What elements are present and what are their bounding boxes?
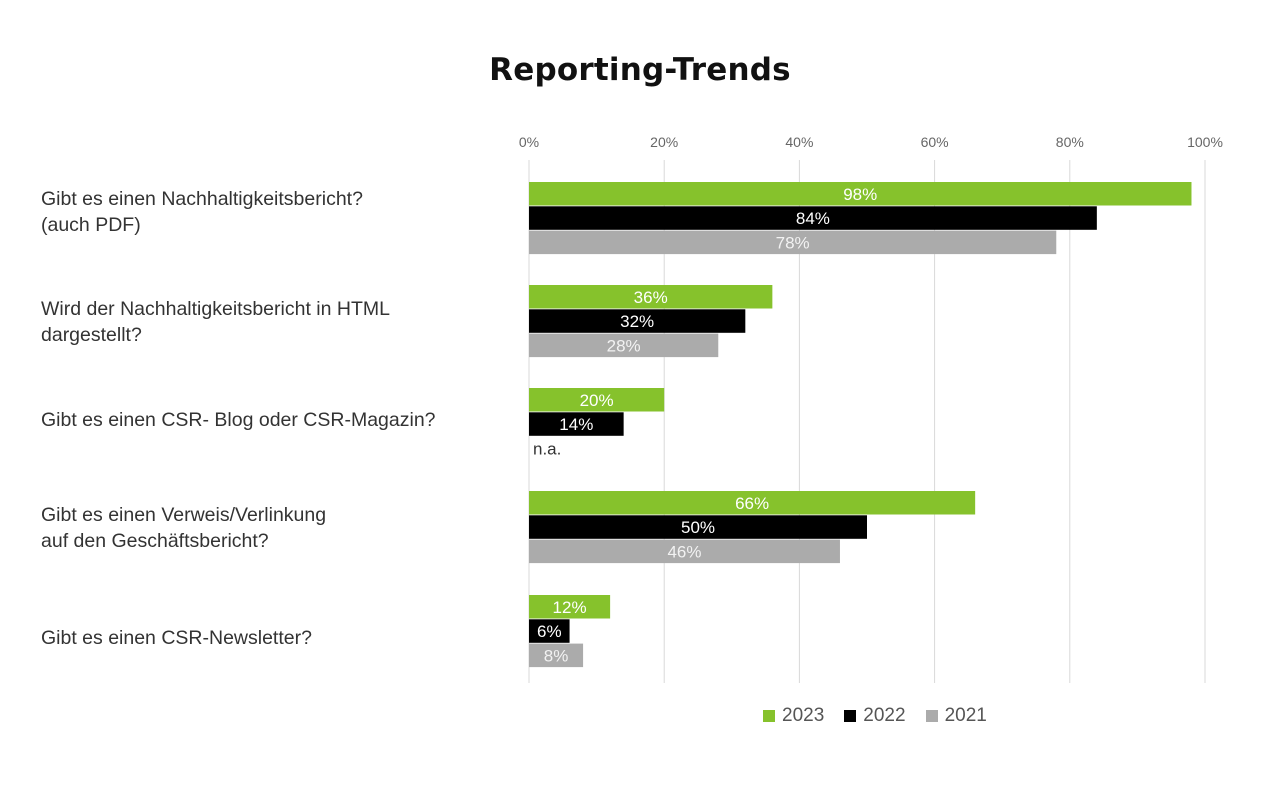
- value-label-2023-2: 36%: [634, 288, 668, 307]
- value-label-2021-2: 28%: [607, 336, 641, 355]
- category-label-4: Gibt es einen Verweis/Verlinkung auf den…: [41, 504, 327, 552]
- chart-title: Reporting-Trends: [489, 52, 791, 88]
- bar-2023-4: [529, 491, 976, 515]
- bar-2023-1: [529, 182, 1192, 206]
- bar-2022-2: [529, 309, 746, 333]
- legend-label-2021: 2021: [944, 705, 987, 726]
- value-label-2023-3: 20%: [580, 391, 614, 410]
- category-label-1: Gibt es einen Nachhaltigkeitsbericht? (a…: [41, 188, 363, 236]
- legend-label-2023: 2023: [782, 705, 825, 726]
- value-label-2021-4: 46%: [667, 542, 701, 561]
- bar-2023-5: [529, 595, 611, 619]
- x-tick-label-1: 20%: [650, 134, 678, 150]
- bar-2022-4: [529, 515, 867, 539]
- bar-2021-4: [529, 539, 840, 564]
- x-tick-label-3: 60%: [921, 134, 949, 150]
- bar-2021-1: [529, 230, 1057, 255]
- value-label-2021-1: 78%: [776, 233, 810, 252]
- legend-label-2022: 2022: [863, 705, 906, 726]
- legend-item-2021: 2021: [925, 705, 987, 727]
- bar-2021-2: [529, 333, 719, 358]
- value-label-2022-4: 50%: [681, 518, 715, 537]
- value-label-2022-1: 84%: [796, 209, 830, 228]
- bar-2023-3: [529, 388, 665, 412]
- legend: 2023 2022 2021: [763, 705, 1007, 727]
- bar-2022-5: [529, 619, 570, 643]
- value-label-2023-4: 66%: [735, 494, 769, 513]
- legend-swatch-2023: [763, 710, 775, 722]
- category-label-2: Wird der Nachhaltigkeitsbericht in HTML …: [41, 298, 390, 346]
- x-tick-label-4: 80%: [1056, 134, 1084, 150]
- legend-item-2023: 2023: [763, 705, 824, 727]
- x-tick-label-0: 0%: [519, 134, 539, 150]
- value-label-2022-5: 6%: [537, 622, 562, 641]
- bar-2022-1: [529, 206, 1097, 230]
- category-label-3: Gibt es einen CSR- Blog oder CSR-Magazin…: [41, 409, 436, 431]
- value-label-2021-5: 8%: [544, 646, 569, 665]
- category-label-5: Gibt es einen CSR-Newsletter?: [41, 627, 312, 649]
- bar-2023-2: [529, 285, 773, 309]
- bar-2022-3: [529, 412, 624, 436]
- value-label-2022-3: 14%: [559, 415, 593, 434]
- value-label-2023-1: 98%: [843, 185, 877, 204]
- legend-swatch-2021: [925, 710, 938, 722]
- value-label-2021-3: n.a.: [533, 439, 561, 458]
- legend-swatch-2022: [844, 710, 857, 722]
- value-label-2022-2: 32%: [620, 312, 654, 331]
- legend-item-2022: 2022: [844, 705, 906, 727]
- x-tick-label-2: 40%: [785, 134, 813, 150]
- value-label-2023-5: 12%: [553, 598, 587, 617]
- x-tick-label-5: 100%: [1187, 134, 1223, 150]
- bar-2021-5: [529, 643, 584, 668]
